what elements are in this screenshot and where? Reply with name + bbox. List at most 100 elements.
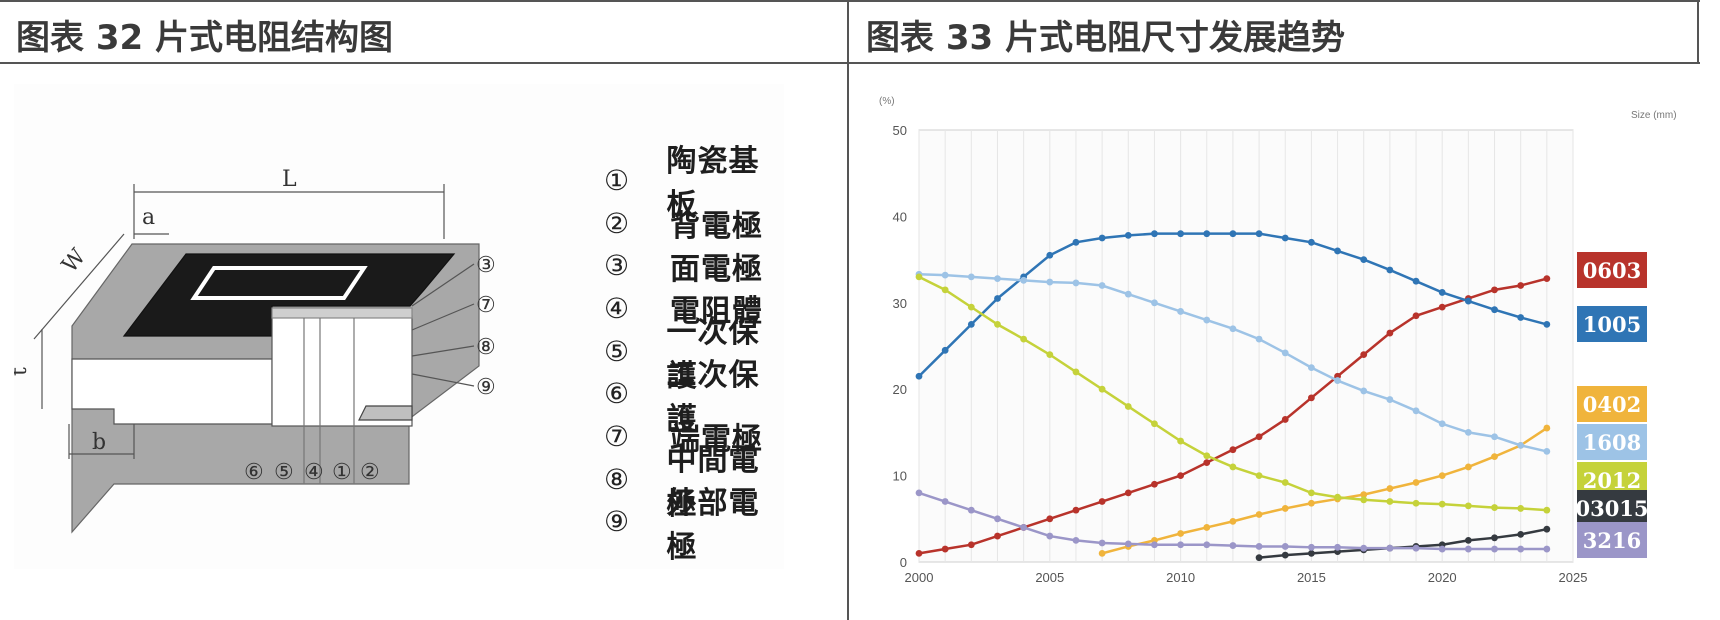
y-tick-label: 10	[893, 469, 907, 484]
structure-legend: ① 陶瓷基板 ② 背電極 ③ 面電極 ④ 電阻體 ⑤ 一次保護 ⑥ 二次保護 ⑦ 端電極 ⑧ 中…	[604, 144, 784, 565]
series-1005-point	[1046, 251, 1054, 259]
x-tick-label: 2005	[1035, 570, 1064, 585]
series-2012-point	[1412, 499, 1420, 507]
legend-label: 外部電極	[666, 485, 760, 565]
series-03015-point	[1543, 525, 1551, 533]
series-1608-point	[1517, 441, 1525, 449]
series-1608-point	[1386, 396, 1394, 403]
series-2012-point	[1438, 500, 1446, 508]
series-1608-point	[1020, 276, 1028, 284]
series-3216-point	[1229, 542, 1237, 549]
badge-label-1005: 1005	[1583, 312, 1641, 337]
series-03015-point	[1464, 537, 1472, 544]
series-3216-point	[1438, 545, 1446, 553]
series-1005-point	[1177, 230, 1184, 238]
series-1005-point	[1360, 256, 1368, 263]
legend-item: ① 陶瓷基板	[604, 144, 784, 223]
series-03015-point	[1517, 530, 1525, 538]
series-1005-point	[1281, 234, 1289, 242]
legend-label: 背電極	[670, 209, 763, 245]
series-2012-point	[967, 303, 975, 311]
series-0603-point	[1177, 472, 1184, 479]
series-3216-point	[1177, 541, 1184, 549]
series-1005-point	[1151, 230, 1158, 238]
back-electrode	[358, 405, 413, 421]
series-1608-point	[1098, 282, 1106, 289]
x-tick-label: 2025	[1559, 570, 1588, 585]
series-3216-point	[1517, 545, 1525, 553]
series-1005-point	[1203, 230, 1211, 238]
bottom-marker-1: ①	[332, 460, 352, 485]
series-3216-point	[1203, 541, 1211, 549]
y-tick-label: 20	[893, 382, 907, 397]
legend-label: 陶瓷基板	[666, 144, 760, 224]
series-3216-point	[1334, 543, 1341, 551]
series-1608-point	[1334, 377, 1341, 384]
series-1005-point	[915, 372, 923, 380]
legend-number: ①	[604, 163, 630, 197]
legend-label: 面電極	[670, 251, 763, 287]
resistor-drawing: L a W t b ③ ⑦ ⑧ ⑨ ⑥ ⑤ ④ ① ②	[7, 167, 496, 534]
series-0603-point	[1255, 433, 1263, 441]
dim-label-t: t	[14, 367, 32, 376]
series-3216-point	[967, 506, 975, 514]
grid-layer	[918, 129, 1574, 563]
header-right-border	[1697, 0, 1699, 64]
series-1005-point	[1072, 238, 1080, 246]
axis-layer: 0 10 20 30 40 50 2000 2005 2010 2015 2020 2025	[893, 123, 1588, 585]
series-2012-point	[1334, 493, 1341, 501]
y-tick-label: 50	[893, 123, 907, 138]
series-0402-point	[1412, 479, 1420, 486]
legend-item: ⑦ 端電極	[604, 415, 784, 458]
series-1005-point	[1386, 266, 1394, 274]
series-0603-point	[1151, 480, 1158, 488]
series-03015-point	[1281, 551, 1289, 559]
legend-label: 中間電極	[666, 443, 760, 523]
series-0603-point	[1308, 394, 1315, 402]
series-0603-point	[1517, 282, 1525, 289]
series-0603-point	[1281, 416, 1289, 423]
series-3216-point	[1386, 544, 1394, 552]
series-0603-point	[994, 532, 1001, 540]
series-0402-point	[1360, 491, 1368, 499]
series-2012-point	[994, 321, 1001, 328]
series-1005-point	[967, 321, 975, 328]
series-03015-point	[1491, 534, 1498, 542]
series-1005-point	[1098, 234, 1106, 242]
series-2012-point	[1151, 420, 1158, 428]
series-3216-point	[1308, 543, 1315, 551]
series-1005-point	[1308, 238, 1315, 246]
series-3216-point	[1281, 543, 1289, 550]
series-2012-point	[1098, 385, 1106, 393]
series-1005-point	[1543, 321, 1551, 328]
series-1608-point	[1203, 316, 1211, 324]
series-3216-point	[1098, 539, 1106, 547]
series-2012-point	[1177, 437, 1184, 445]
legend-number: ⑥	[604, 377, 630, 411]
left-panel-title: 图表 32 片式电阻结构图	[16, 18, 393, 58]
x-tick-label: 2000	[905, 570, 934, 585]
series-1608-point	[967, 273, 975, 281]
series-3216-point	[1124, 540, 1132, 548]
callout-9: ⑨	[476, 375, 496, 400]
legend-item: ⑤ 一次保護	[604, 315, 784, 394]
series-3216-point	[1046, 532, 1054, 540]
y-tick-label: 40	[893, 209, 907, 224]
legend-label: 二次保護	[666, 357, 760, 437]
series-03015-point	[1308, 549, 1315, 557]
dim-label-w: W	[57, 244, 91, 278]
legend-item: ③ 面電極	[604, 244, 784, 287]
series-3216-point	[1543, 545, 1551, 553]
legend-number: ③	[604, 249, 630, 283]
series-0402-point	[1177, 530, 1184, 537]
series-3216-point	[915, 489, 923, 497]
series-0402-point	[1255, 511, 1263, 518]
series-0402-point	[1308, 499, 1315, 507]
series-2012-point	[1491, 504, 1498, 511]
resistor-window	[190, 266, 368, 300]
series-1005-point	[1255, 230, 1263, 238]
right-panel-title: 图表 33 片式电阻尺寸发展趋势	[866, 18, 1345, 58]
series-1005-point	[1491, 306, 1498, 314]
series-3216-point	[1360, 544, 1368, 552]
